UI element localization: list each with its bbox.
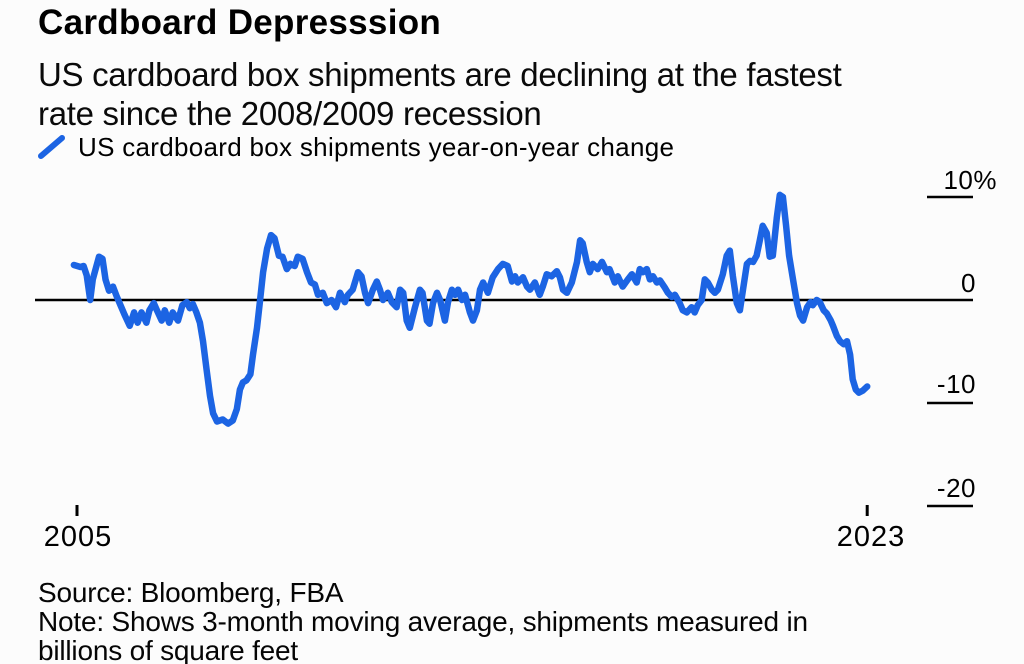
y-axis-label-0: 0 (961, 268, 976, 298)
plot-area (35, 191, 973, 516)
line-chart: 10% 0 -10 -20 2005 2023 (0, 160, 1024, 560)
y-axis-label-m10: -10 (936, 369, 976, 399)
source-note: Source: Bloomberg, FBA Note: Shows 3-mon… (38, 578, 998, 664)
chart-subtitle: US cardboard box shipments are declining… (38, 56, 998, 133)
note-line-1: Note: Shows 3-month moving average, ship… (38, 606, 808, 638)
note-line-2: billions of square feet (38, 635, 299, 664)
x-axis-label-2023: 2023 (836, 521, 906, 553)
shipments-line-series (70, 191, 871, 427)
x-axis-label-2005: 2005 (43, 521, 113, 553)
line-series-icon (38, 135, 65, 159)
y-axis-label-10: 10% (943, 165, 997, 195)
legend-label: US cardboard box shipments year-on-year … (78, 131, 675, 162)
legend: US cardboard box shipments year-on-year … (38, 131, 674, 163)
page-title: Cardboard Depresssion (38, 3, 442, 42)
y-axis-label-m20: -20 (936, 473, 976, 503)
source-line: Source: Bloomberg, FBA (38, 577, 344, 608)
axis-ticks (35, 195, 973, 516)
subtitle-line-2: rate since the 2008/2009 recession (38, 94, 542, 132)
subtitle-line-1: US cardboard box shipments are declining… (38, 56, 842, 93)
